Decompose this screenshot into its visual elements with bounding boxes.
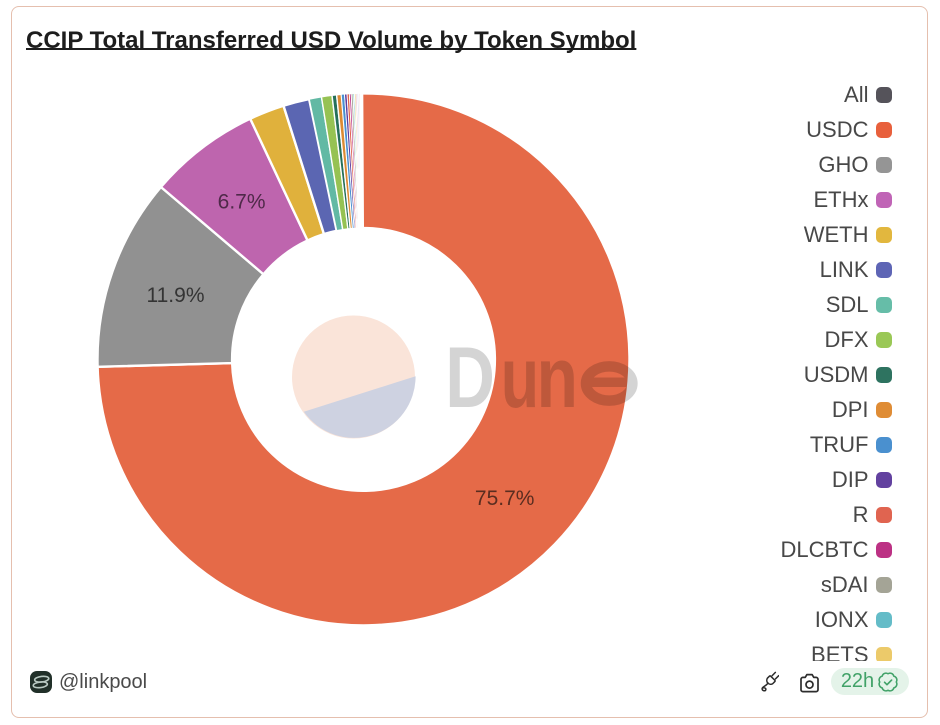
svg-text:u: u (501, 329, 539, 425)
svg-text:n: n (537, 330, 579, 425)
svg-text:11.9%: 11.9% (147, 284, 205, 307)
svg-text:75.7%: 75.7% (475, 487, 535, 510)
svg-text:6.7%: 6.7% (218, 191, 266, 214)
svg-text:D: D (445, 330, 495, 426)
